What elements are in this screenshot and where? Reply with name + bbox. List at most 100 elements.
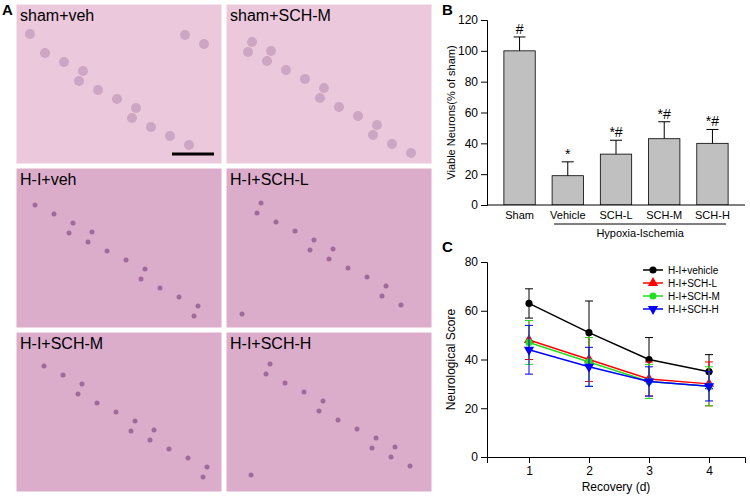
tick-label: 60 [465,106,479,120]
cell-texture [406,148,416,158]
cell-texture [274,220,279,225]
tick-label: 80 [465,75,479,89]
cell-texture [199,39,209,49]
cell-texture [80,382,85,387]
error-bar-cap [645,396,653,397]
tick-label: Sham [505,209,534,221]
tick-label: SCH-L [599,209,632,221]
image-placeholder [16,332,222,492]
bar [600,154,631,205]
y-axis: 020406080100120 [458,13,488,212]
cell-texture [308,248,313,253]
error-bar-cap [585,347,593,348]
tick-label: 0 [471,450,478,464]
cell-texture [76,392,81,397]
x-axis-title: Recovery (d) [582,480,651,494]
annotation: *# [658,106,671,122]
tick-label: 40 [465,137,479,151]
tick-mark [589,457,590,463]
tick-mark [529,457,530,463]
error-bar-cap [705,371,713,372]
error-bar-stem [712,129,713,143]
y-tick: 60 [465,106,487,120]
image-panel: H-I+veh [16,168,222,328]
cell-texture [146,122,156,132]
cell-texture [184,140,194,150]
cell-texture [74,76,84,86]
image-panel: sham+veh [16,4,222,164]
axis-line [481,263,488,458]
tick-label: 1 [526,464,533,478]
tick-label: 120 [458,13,478,27]
y-tick: 40 [465,353,487,367]
cell-texture [127,113,137,123]
cell-texture [67,231,72,236]
error-bar-cap [705,405,713,406]
legend-label: H-I+vehicle [668,265,719,276]
image-label: sham+SCH-M [230,7,331,24]
cell-texture [59,57,69,67]
annotation: *# [609,124,622,140]
image-panel: H-I+SCH-M [16,332,222,492]
error-bar [658,122,670,139]
error-bar-cap [645,337,653,338]
tick-label: 20 [465,402,479,416]
marker [584,364,594,373]
cell-texture [78,66,88,76]
error-bar-cap [525,318,533,319]
error-bar-cap [525,325,533,326]
cell-texture [293,229,298,234]
marker [524,347,534,356]
annotation: * [565,146,571,162]
image-placeholder [16,4,222,164]
series-line [529,340,709,384]
cell-texture [370,446,375,451]
cell-texture [112,94,122,104]
y-tick: 0 [471,450,487,464]
legend-marker [649,292,656,299]
marker [645,356,652,363]
error-bar-cap [705,354,713,355]
cell-texture [40,48,50,58]
cell-texture [71,221,76,226]
x-tick: Sham [505,209,534,221]
cell-texture [266,46,276,56]
marker [704,383,714,392]
tick-mark [481,174,487,175]
cell-texture [327,257,332,262]
cell-texture [374,436,379,441]
error-bar-cap [585,386,593,387]
cell-texture [389,455,394,460]
cell-texture [105,249,110,254]
tick-mark [481,311,487,312]
cell-texture [33,203,38,208]
tick-mark [481,51,487,52]
cell-texture [148,438,153,443]
tick-label: 100 [458,44,478,58]
cell-texture [319,83,329,93]
image-label: H-I+SCH-M [20,335,103,352]
cell-texture [384,284,389,289]
series-line [529,342,709,386]
image-label: sham+veh [20,7,94,24]
cell-texture [93,85,103,95]
marker [525,300,532,307]
cell-texture [131,103,141,113]
cell-texture [281,65,291,75]
bar [649,139,680,205]
tick-mark [481,408,487,409]
image-panel: H-I+SCH-H [226,332,432,492]
x-tick: SCH-M [646,209,682,221]
axis-line [487,205,745,206]
cell-texture [372,120,382,130]
x-tick: 2 [586,457,593,478]
cell-texture [355,427,360,432]
y-tick: 60 [465,304,487,318]
cell-texture [336,418,341,423]
x-axis-title: Hypoxia-Ischemia [596,227,684,239]
tick-label: SCH-M [646,209,682,221]
error-bar-stem [589,338,590,387]
tick-mark [481,82,487,83]
bar [504,51,535,205]
cell-texture [186,456,191,461]
